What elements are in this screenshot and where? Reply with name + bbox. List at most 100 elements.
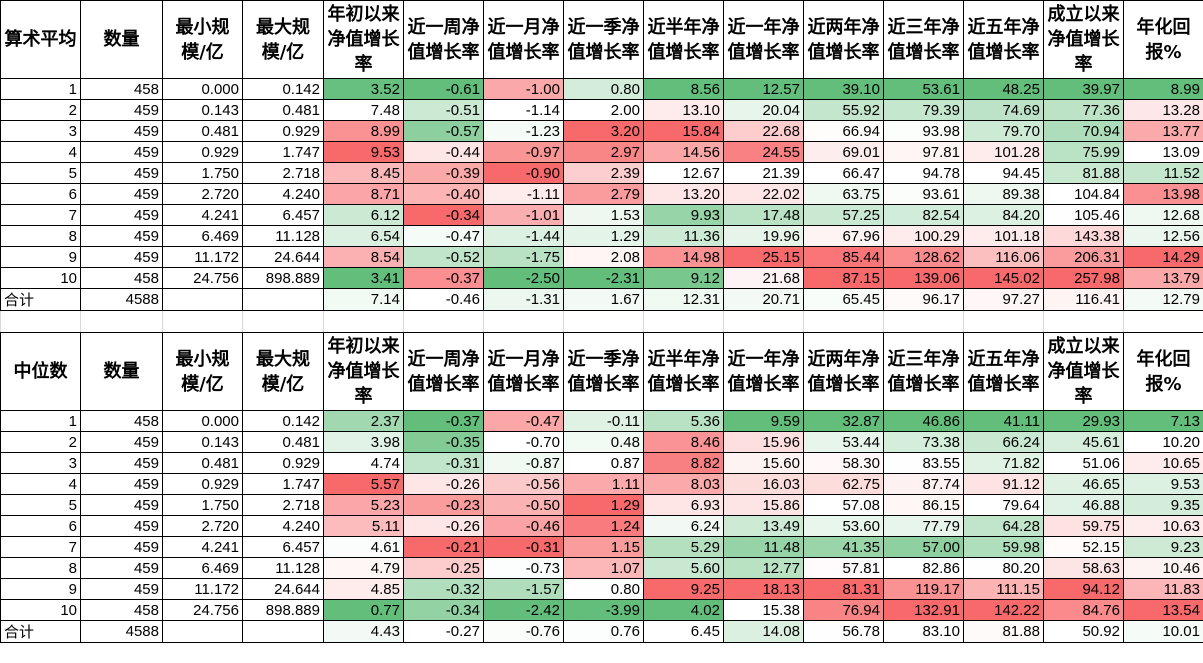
data-cell[interactable]: 1.29 [563,494,644,516]
data-cell[interactable]: 10.20 [1123,431,1203,453]
data-cell[interactable]: 101.18 [963,225,1044,247]
data-cell[interactable]: -1.11 [483,183,564,205]
group-index[interactable]: 6 [0,183,81,205]
data-cell[interactable]: 82.86 [883,557,964,579]
data-cell[interactable]: 3.20 [563,120,644,142]
data-cell[interactable]: 11.128 [242,557,324,579]
data-cell[interactable]: 145.02 [963,267,1044,289]
data-cell[interactable]: 100.29 [883,225,964,247]
data-cell[interactable]: 11.172 [162,246,243,268]
data-cell[interactable]: 2.720 [162,515,243,537]
data-cell[interactable]: 69.01 [803,141,884,163]
data-cell[interactable]: 97.81 [883,141,964,163]
data-cell[interactable]: 5.60 [643,557,724,579]
data-cell[interactable]: 4.43 [323,620,404,643]
data-cell[interactable]: 8.71 [323,183,404,205]
data-cell[interactable]: -0.46 [403,288,484,311]
column-header[interactable]: 近一月净值增长率 [483,332,564,411]
data-cell[interactable]: 9.53 [323,141,404,163]
data-cell[interactable]: 9.12 [643,267,724,289]
empty-cell[interactable] [563,310,644,333]
data-cell[interactable]: 39.10 [803,78,884,100]
corner-header[interactable]: 中位数 [0,332,81,411]
data-cell[interactable]: 15.84 [643,120,724,142]
data-cell[interactable]: 0.481 [162,452,243,474]
data-cell[interactable]: 0.80 [563,578,644,600]
data-cell[interactable]: 66.24 [963,431,1044,453]
data-cell[interactable]: 2.00 [563,99,644,121]
data-cell[interactable]: 22.02 [723,183,804,205]
data-cell[interactable]: 8.82 [643,452,724,474]
data-cell[interactable]: 41.35 [803,536,884,558]
data-cell[interactable]: 458 [80,267,163,289]
group-index[interactable]: 3 [0,120,81,142]
data-cell[interactable]: 459 [80,120,163,142]
data-cell[interactable]: 25.15 [723,246,804,268]
data-cell[interactable]: 1.24 [563,515,644,537]
data-cell[interactable]: 2.39 [563,162,644,184]
column-header[interactable]: 最小规模/亿 [162,332,243,411]
data-cell[interactable]: 86.15 [883,494,964,516]
group-index[interactable]: 10 [0,599,81,621]
data-cell[interactable]: 48.25 [963,78,1044,100]
data-cell[interactable]: 7.14 [323,288,404,311]
data-cell[interactable]: -1.75 [483,246,564,268]
empty-cell[interactable] [723,310,804,333]
data-cell[interactable]: 0.87 [563,452,644,474]
data-cell[interactable]: 12.56 [1123,225,1203,247]
column-header[interactable]: 年化回报% [1123,332,1203,411]
empty-cell[interactable] [242,310,324,333]
data-cell[interactable]: 51.06 [1043,452,1124,474]
data-cell[interactable]: -0.26 [403,515,484,537]
total-label[interactable]: 合计 [0,620,81,643]
data-cell[interactable]: 15.96 [723,431,804,453]
column-header[interactable]: 最大规模/亿 [242,0,324,79]
column-header[interactable]: 近一季净值增长率 [563,0,644,79]
data-cell[interactable]: 11.128 [242,225,324,247]
data-cell[interactable]: 21.39 [723,162,804,184]
data-cell[interactable]: 459 [80,431,163,453]
empty-cell[interactable] [403,310,484,333]
data-cell[interactable]: 5.23 [323,494,404,516]
data-cell[interactable]: 4.240 [242,515,324,537]
data-cell[interactable]: 83.55 [883,452,964,474]
data-cell[interactable]: 93.98 [883,120,964,142]
data-cell[interactable]: 1.29 [563,225,644,247]
group-index[interactable]: 6 [0,515,81,537]
data-cell[interactable]: -0.46 [483,515,564,537]
data-cell[interactable]: 459 [80,557,163,579]
column-header[interactable]: 近五年净值增长率 [963,332,1044,411]
data-cell[interactable]: 94.78 [883,162,964,184]
group-index[interactable]: 8 [0,557,81,579]
group-index[interactable]: 9 [0,578,81,600]
data-cell[interactable]: 105.46 [1043,204,1124,226]
group-index[interactable]: 5 [0,494,81,516]
column-header[interactable]: 成立以来净值增长率 [1043,332,1124,411]
group-index[interactable]: 5 [0,162,81,184]
data-cell[interactable]: 8.46 [643,431,724,453]
data-cell[interactable]: -0.31 [483,536,564,558]
data-cell[interactable]: 24.756 [162,267,243,289]
data-cell[interactable]: -0.47 [403,225,484,247]
corner-header[interactable]: 算术平均 [0,0,81,79]
group-index[interactable]: 9 [0,246,81,268]
data-cell[interactable]: 9.23 [1123,536,1203,558]
data-cell[interactable]: -0.52 [403,246,484,268]
data-cell[interactable]: 4588 [80,288,163,311]
data-cell[interactable]: 459 [80,536,163,558]
data-cell[interactable]: -1.44 [483,225,564,247]
data-cell[interactable]: 12.79 [1123,288,1203,311]
data-cell[interactable]: 459 [80,141,163,163]
data-cell[interactable]: 898.889 [242,599,324,621]
data-cell[interactable]: 79.39 [883,99,964,121]
total-label[interactable]: 合计 [0,288,81,311]
data-cell[interactable]: 4.79 [323,557,404,579]
data-cell[interactable]: 46.65 [1043,473,1124,495]
data-cell[interactable]: 64.28 [963,515,1044,537]
data-cell[interactable]: 459 [80,162,163,184]
data-cell[interactable]: 1.747 [242,141,324,163]
data-cell[interactable]: 139.06 [883,267,964,289]
data-cell[interactable]: 459 [80,452,163,474]
data-cell[interactable]: 1.747 [242,473,324,495]
data-cell[interactable]: 20.04 [723,99,804,121]
